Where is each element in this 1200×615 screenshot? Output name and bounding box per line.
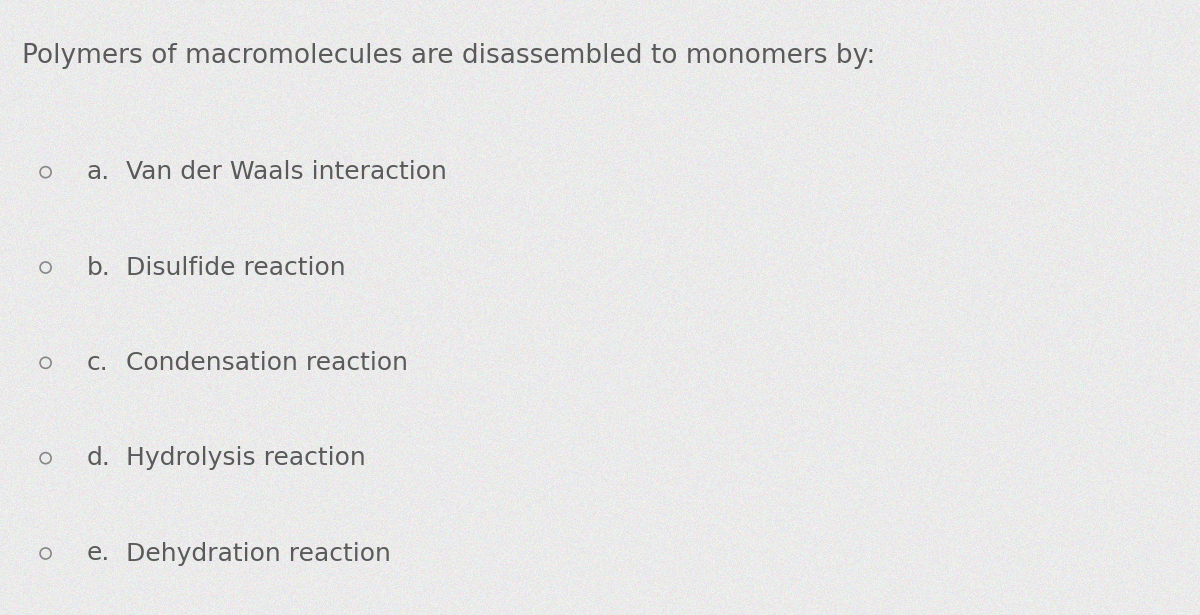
Text: a.: a.	[86, 160, 109, 184]
Text: Disulfide reaction: Disulfide reaction	[126, 255, 346, 280]
Text: Hydrolysis reaction: Hydrolysis reaction	[126, 446, 366, 470]
Text: Polymers of macromolecules are disassembled to monomers by:: Polymers of macromolecules are disassemb…	[22, 43, 875, 69]
Text: b.: b.	[86, 255, 110, 280]
Text: Condensation reaction: Condensation reaction	[126, 351, 408, 375]
Text: c.: c.	[86, 351, 108, 375]
Text: Van der Waals interaction: Van der Waals interaction	[126, 160, 446, 184]
Text: d.: d.	[86, 446, 110, 470]
Text: e.: e.	[86, 541, 109, 566]
Text: Dehydration reaction: Dehydration reaction	[126, 541, 391, 566]
